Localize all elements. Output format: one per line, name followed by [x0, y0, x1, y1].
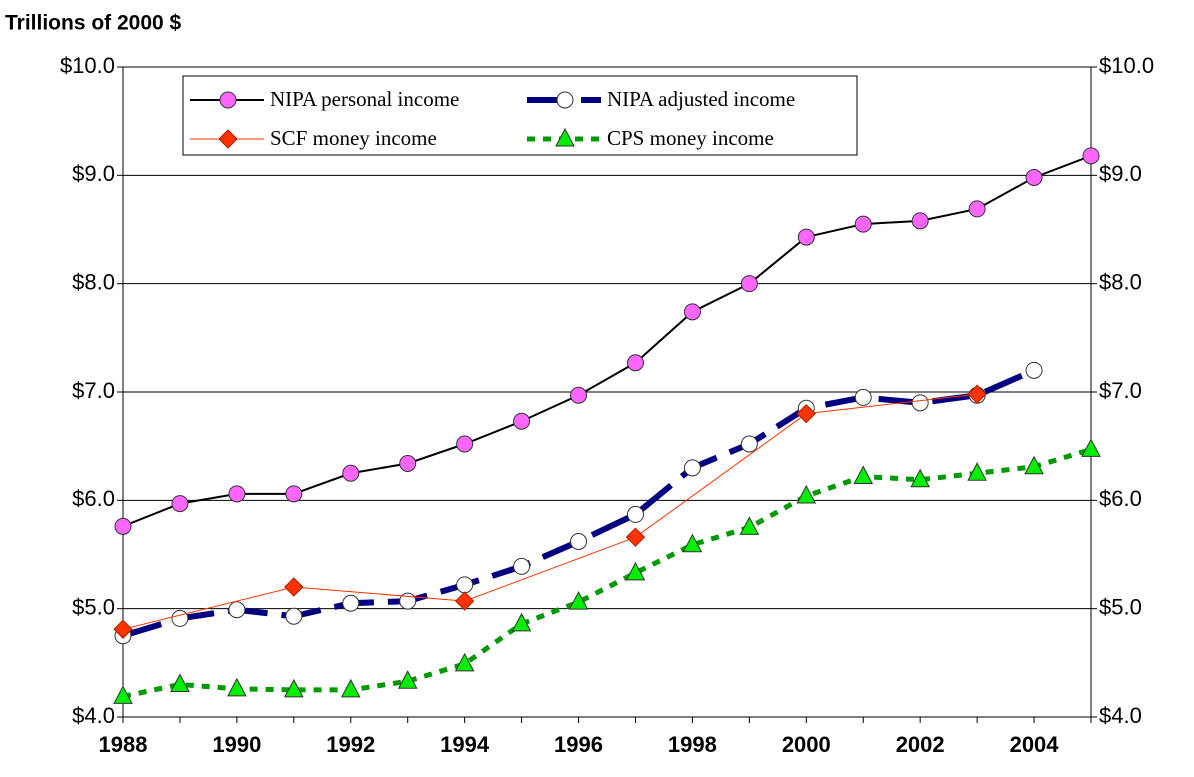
marker	[454, 652, 475, 672]
axis-title: Trillions of 2000 $	[5, 12, 182, 35]
x-tick-label: 2002	[896, 732, 945, 757]
legend: NIPA personal income NIPA adjusted income…	[182, 75, 858, 156]
x-tick-label: 2000	[782, 732, 831, 757]
marker	[968, 200, 986, 218]
marker	[797, 228, 815, 246]
marker	[911, 394, 929, 412]
marker	[342, 594, 360, 612]
marker	[218, 129, 238, 149]
y2-tick-label: $5.0	[1099, 594, 1142, 619]
marker	[911, 212, 929, 230]
marker	[228, 601, 246, 619]
legend-label: NIPA adjusted income	[607, 87, 795, 111]
marker	[555, 127, 575, 147]
marker	[556, 91, 574, 109]
marker	[285, 485, 303, 503]
marker	[625, 561, 646, 581]
y2-tick-label: $8.0	[1099, 269, 1142, 294]
x-tick-label: 2004	[1010, 732, 1060, 757]
marker	[1081, 438, 1101, 457]
marker	[513, 412, 531, 430]
marker	[967, 462, 987, 481]
marker	[342, 464, 360, 482]
marker	[227, 677, 247, 697]
marker	[114, 517, 132, 535]
y-tick-label: $8.0	[72, 269, 115, 294]
legend-label: CPS money income	[607, 126, 774, 150]
marker	[967, 384, 987, 404]
marker	[853, 465, 874, 484]
marker	[854, 215, 872, 233]
marker	[454, 591, 475, 611]
marker	[1025, 361, 1043, 379]
marker	[171, 495, 189, 513]
y2-tick-label: $10.0	[1099, 53, 1154, 78]
marker	[228, 485, 246, 503]
marker	[854, 388, 872, 406]
marker	[683, 303, 701, 321]
x-tick-label: 1990	[212, 732, 261, 757]
marker	[340, 678, 361, 698]
y2-tick-label: $9.0	[1099, 161, 1142, 186]
series-line	[122, 154, 1092, 528]
y-tick-label: $7.0	[72, 378, 115, 403]
marker	[170, 673, 190, 692]
y-tick-label: $9.0	[72, 161, 115, 186]
x-tick-label: 1994	[440, 732, 490, 757]
marker	[626, 354, 644, 372]
marker	[219, 91, 237, 109]
series-line	[122, 393, 978, 630]
x-tick-label: 1988	[99, 732, 148, 757]
y2-tick-label: $4.0	[1099, 703, 1142, 728]
x-tick-label: 1996	[554, 732, 603, 757]
y-tick-label: $10.0	[60, 53, 115, 78]
marker	[113, 619, 133, 639]
marker	[570, 533, 588, 550]
marker	[1024, 455, 1044, 475]
marker	[113, 685, 133, 704]
marker	[570, 386, 588, 404]
marker	[796, 403, 817, 424]
x-tick-label: 1992	[326, 732, 375, 757]
marker	[397, 670, 418, 689]
marker	[456, 435, 474, 453]
marker	[739, 516, 760, 535]
marker	[1082, 147, 1100, 165]
marker	[399, 455, 417, 472]
marker	[456, 576, 474, 594]
marker	[511, 612, 532, 632]
y-tick-label: $5.0	[72, 594, 115, 619]
y-tick-label: $6.0	[72, 486, 115, 511]
legend-label: SCF money income	[270, 126, 437, 150]
marker	[796, 484, 817, 504]
y2-tick-label: $6.0	[1099, 486, 1142, 511]
marker	[626, 505, 644, 523]
marker	[740, 435, 758, 453]
marker	[285, 607, 303, 625]
marker	[568, 591, 589, 610]
series-line	[122, 447, 1092, 699]
marker	[625, 527, 646, 547]
marker	[1025, 169, 1043, 186]
marker	[284, 577, 304, 597]
marker	[682, 533, 703, 553]
marker	[283, 678, 304, 698]
marker	[683, 459, 701, 477]
y2-tick-label: $7.0	[1099, 378, 1142, 403]
x-tick-label: 1998	[668, 732, 717, 757]
marker	[740, 275, 758, 293]
y-tick-label: $4.0	[72, 703, 115, 728]
marker	[910, 468, 931, 488]
legend-box	[182, 75, 858, 156]
marker	[171, 609, 189, 627]
legend-label: NIPA personal income	[270, 87, 459, 111]
marker	[513, 557, 531, 575]
